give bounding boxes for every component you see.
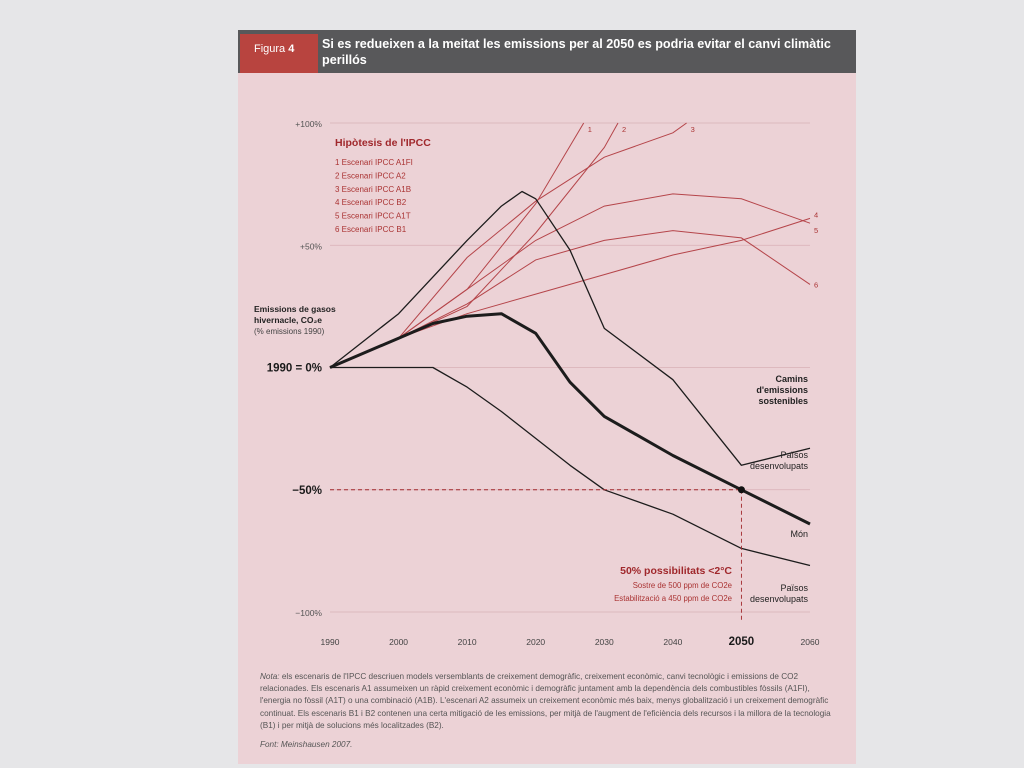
y-axis-label-line: hivernacle, CO₂e <box>254 315 322 325</box>
developed-path-line <box>329 190 811 466</box>
x-tick-label: 2000 <box>389 637 408 647</box>
developed-path-line <box>330 366 811 567</box>
y-axis-label-line: (% emissions 1990) <box>254 327 325 336</box>
y-tick-label: 1990 = 0% <box>267 363 322 375</box>
figure-number-tab: Figura 4 <box>240 34 318 73</box>
annotation-line: Sostre de 500 ppm de CO2e <box>633 581 732 590</box>
annotation-title: 50% possibilitats <2°C <box>620 565 732 577</box>
chart-note: Nota: els escenaris de l'IPCC descriuen … <box>260 672 831 730</box>
ipcc-series-label: 5 <box>814 226 818 235</box>
y-tick-label: −50% <box>292 485 322 497</box>
ipcc-series-label: 1 <box>588 125 592 134</box>
series-layer <box>329 122 811 620</box>
legend-item: 4 Escenari IPCC B2 <box>335 198 407 207</box>
legend-item: 1 Escenari IPCC A1FI <box>335 158 413 167</box>
path-label: Camins d'emissions sostenibles <box>756 374 808 406</box>
ipcc-series-5 <box>329 193 811 368</box>
figure-card: Figura 4 Si es redueixen a la meitat les… <box>238 30 856 764</box>
ipcc-series-label: 4 <box>814 210 818 219</box>
legend-item: 6 Escenari IPCC B1 <box>335 225 407 234</box>
ipcc-series-4 <box>329 217 811 368</box>
figure-title: Si es redueixen a la meitat les emission… <box>322 37 831 67</box>
legend-item: 3 Escenari IPCC A1B <box>335 185 411 194</box>
x-tick-label: 2060 <box>801 637 820 647</box>
world-path-line <box>329 312 811 526</box>
x-tick-label: 1990 <box>321 637 340 647</box>
ipcc-series-label: 3 <box>691 125 695 134</box>
path-label: Països desenvolupats <box>750 583 809 604</box>
x-tick-label: 2030 <box>595 637 614 647</box>
x-tick-label: 2040 <box>663 637 682 647</box>
ipcc-series-label: 2 <box>622 125 626 134</box>
text-layer: +100% +50% 1990 = 0% −50% −100% 1990 2000 2010 2… <box>254 119 820 648</box>
figure-label: Figura 4 <box>254 43 295 55</box>
legend-item: 2 Escenari IPCC A2 <box>335 171 406 180</box>
ipcc-series-label: 6 <box>814 280 818 289</box>
x-tick-label: 2050 <box>729 636 755 648</box>
x-tick-label: 2010 <box>458 637 477 647</box>
legend-item: 5 Escenari IPCC A1T <box>335 212 411 221</box>
y-tick-label: +100% <box>295 119 322 129</box>
y-tick-label: −100% <box>295 608 322 618</box>
path-label: Països desenvolupats <box>750 450 809 471</box>
target-marker <box>737 486 745 494</box>
y-tick-label: +50% <box>300 241 322 251</box>
legend-title: Hipòtesis de l'IPCC <box>335 137 431 149</box>
figure-header: Figura 4 Si es redueixen a la meitat les… <box>238 30 856 73</box>
path-label: Món <box>790 529 808 539</box>
emissions-chart: +100% +50% 1990 = 0% −50% −100% 1990 2000 2010 2… <box>254 119 820 648</box>
y-axis-label-line: Emissions de gasos <box>254 304 336 314</box>
x-tick-label: 2020 <box>526 637 545 647</box>
annotation-line: Estabilització a 450 ppm de CO2e <box>614 594 732 603</box>
chart-source: Font: Meinshausen 2007. <box>260 740 353 749</box>
